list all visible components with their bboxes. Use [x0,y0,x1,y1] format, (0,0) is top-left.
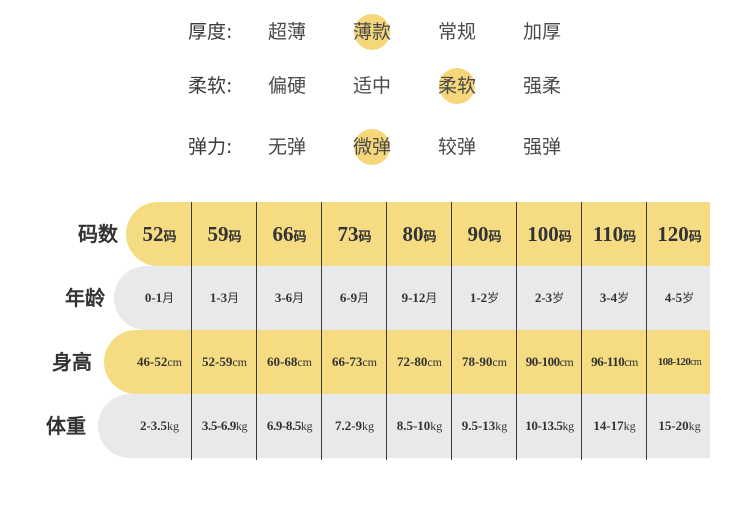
thickness-row: 厚度: 超薄 薄款 常规 加厚 [0,12,750,52]
height-cell: 52-59cm [201,354,247,369]
column-divider [191,202,192,460]
weight-cell: 15-20kg [658,418,701,433]
age-cell: 1-3月 [209,290,240,305]
height-cell: 66-73cm [331,354,377,369]
column-divider [321,202,322,460]
thickness-option-ultra-thin[interactable]: 超薄 [267,21,306,43]
selected-marker [354,14,390,50]
column-divider [256,202,257,460]
height-row-band [104,330,710,394]
age-row-label: 年龄 [65,286,105,310]
height-cell: 78-90cm [461,354,507,369]
size-cell: 100码 [527,222,572,246]
size-row-label: 码数 [78,222,118,246]
size-cell: 52码 [142,222,177,246]
age-cell: 6-9月 [339,290,370,305]
age-cell: 1-2岁 [469,290,500,305]
elasticity-option-slight[interactable]: 微弹 [330,127,414,167]
softness-option-very-soft[interactable]: 强柔 [522,75,561,97]
size-cell: 73码 [337,222,372,246]
age-cell: 3-4岁 [599,290,630,305]
softness-row: 柔软: 偏硬 适中 柔软 强柔 [0,66,750,106]
weight-row-band [98,394,710,458]
age-row: 年龄 0-1月 1-3月 3-6月 6-9月 9-12月 1-2岁 2-3岁 3… [0,266,750,330]
size-cell: 59码 [207,222,242,246]
column-divider [516,202,517,460]
height-cell: 90-100cm [525,354,574,369]
age-cell: 3-6月 [274,290,305,305]
height-cell: 46-52cm [136,354,182,369]
size-cell: 66码 [272,222,307,246]
softness-option-medium[interactable]: 适中 [352,75,391,97]
weight-cell: 6.9-8.5kg [266,418,313,433]
age-row-band [114,266,710,330]
weight-row: 体重 2-3.5kg 3.5-6.9kg 6.9-8.5kg 7.2-9kg 8… [0,394,750,458]
size-cell: 80码 [402,222,437,246]
thickness-option-regular[interactable]: 常规 [437,21,476,43]
elasticity-row: 弹力: 无弹 微弹 较弹 强弹 [0,127,750,167]
height-row-label: 身高 [52,350,92,374]
thickness-option-thin[interactable]: 薄款 [330,12,414,52]
weight-cell: 14-17kg [593,418,636,433]
column-divider [581,202,582,460]
elasticity-option-strong[interactable]: 强弹 [522,136,561,158]
size-cell: 90码 [467,222,502,246]
size-row-band [126,202,710,266]
weight-cell: 7.2-9kg [334,418,375,433]
size-row: 码数 52码 59码 66码 73码 80码 90码 100码 110码 120… [0,202,750,266]
column-divider [646,202,647,460]
column-divider [386,202,387,460]
selected-marker [354,129,390,165]
softness-option-soft[interactable]: 柔软 [415,66,499,106]
age-cell: 0-1月 [144,290,175,305]
elasticity-option-none[interactable]: 无弹 [267,136,306,158]
elasticity-option-moderate[interactable]: 较弹 [437,136,476,158]
height-cell: 72-80cm [396,354,442,369]
size-cell: 110码 [592,222,637,246]
thickness-label: 厚度: [188,21,233,43]
weight-row-label: 体重 [46,414,86,438]
column-divider [451,202,452,460]
age-cell: 2-3岁 [534,290,565,305]
height-cell: 108-120cm [657,356,702,368]
weight-cell: 9.5-13kg [461,418,508,433]
softness-label: 柔软: [188,75,233,97]
selected-marker [439,68,475,104]
size-cell: 120码 [657,222,702,246]
weight-cell: 2-3.5kg [139,418,180,433]
age-cell: 4-5岁 [664,290,695,305]
weight-cell: 8.5-10kg [396,418,443,433]
elasticity-label: 弹力: [188,136,233,158]
height-cell: 96-110cm [591,354,638,369]
age-cell: 9-12月 [401,290,438,305]
height-row: 身高 46-52cm 52-59cm 60-68cm 66-73cm 72-80… [0,330,750,394]
weight-cell: 10-13.5kg [525,418,574,433]
softness-option-hard[interactable]: 偏硬 [267,75,306,97]
weight-cell: 3.5-6.9kg [201,418,248,433]
height-cell: 60-68cm [266,354,312,369]
thickness-option-thick[interactable]: 加厚 [522,21,561,43]
